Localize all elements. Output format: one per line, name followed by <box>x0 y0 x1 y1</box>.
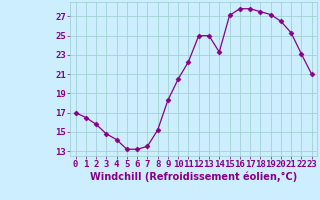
X-axis label: Windchill (Refroidissement éolien,°C): Windchill (Refroidissement éolien,°C) <box>90 172 297 182</box>
